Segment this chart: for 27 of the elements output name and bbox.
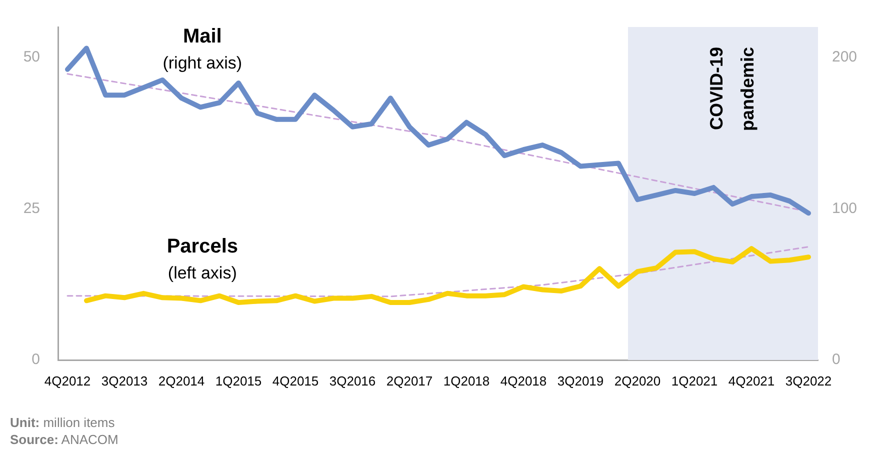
series-label: Mail [182, 26, 222, 48]
annotation: (left axis) [168, 263, 237, 282]
x-tick-label: 3Q2016 [329, 373, 376, 388]
source-note: Source: ANACOM [10, 432, 118, 447]
x-tick-label: 3Q2022 [785, 373, 832, 388]
y2-tick-label: 0 [832, 351, 840, 368]
text: Parcels [166, 235, 238, 258]
x-tick-label: 4Q2012 [44, 373, 91, 388]
x-tick-label: 2Q2017 [386, 373, 433, 388]
x-tick-label: 4Q2015 [272, 373, 319, 388]
y2-tick-label: 100 [832, 200, 858, 217]
x-tick-label: 3Q2013 [101, 373, 148, 388]
x-tick-label: 1Q2021 [671, 373, 718, 388]
x-tick-label: 2Q2014 [158, 373, 205, 388]
band-label: COVID-19 pandemic [706, 47, 758, 132]
y-tick-label: 0 [32, 351, 40, 368]
x-tick-label: 4Q2021 [728, 373, 775, 388]
x-tick-label: 4Q2018 [500, 373, 547, 388]
y-tick-label: 50 [23, 48, 40, 66]
text: Unit: million items [10, 415, 115, 430]
annotation: (right axis) [162, 54, 242, 73]
x-tick-label: 3Q2019 [557, 373, 604, 388]
y2-tick-label: 200 [832, 48, 858, 66]
x-tick-label: 1Q2018 [443, 373, 490, 388]
x-tick-label: 2Q2020 [614, 373, 661, 388]
y-tick-label: 25 [23, 200, 40, 217]
x-tick-label: 1Q2015 [215, 373, 262, 388]
